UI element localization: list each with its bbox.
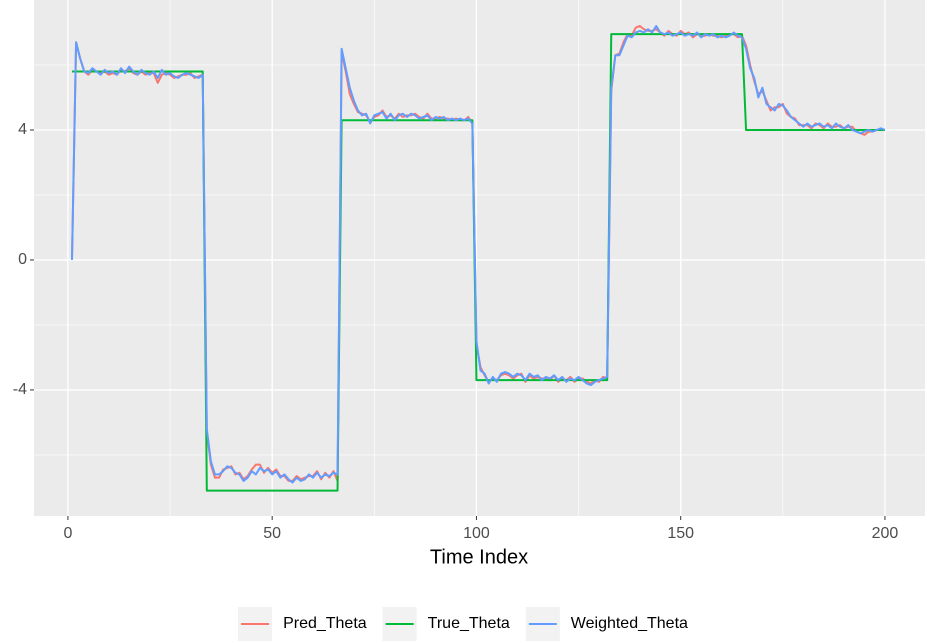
y-tick-label: 0 (18, 251, 27, 268)
plot-panel (34, 0, 925, 516)
x-tick-label: 200 (872, 525, 899, 542)
series-line (71, 33, 885, 492)
x-tick-label: 100 (463, 525, 490, 542)
legend-label: Weighted_Theta (571, 615, 688, 632)
y-tick-label: 4 (18, 121, 27, 138)
x-tick-label: 150 (667, 525, 694, 542)
x-axis-title: Time Index (430, 546, 528, 568)
x-tick-label: 50 (263, 525, 281, 542)
series-line (70, 24, 886, 484)
legend-label: True_Theta (428, 615, 510, 632)
y-tick-label: -4 (13, 381, 27, 398)
legend-label: Pred_Theta (283, 615, 367, 632)
x-tick-label: 0 (63, 525, 72, 542)
